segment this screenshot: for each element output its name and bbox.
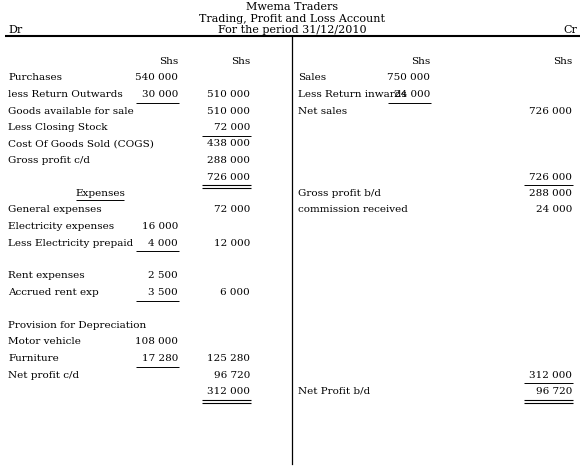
Text: 726 000: 726 000 [529,172,572,182]
Text: 4 000: 4 000 [148,239,178,248]
Text: Shs: Shs [159,57,178,66]
Text: 12 000: 12 000 [214,239,250,248]
Text: 72 000: 72 000 [214,123,250,132]
Text: Gross profit c/d: Gross profit c/d [8,156,90,165]
Text: Cost Of Goods Sold (COGS): Cost Of Goods Sold (COGS) [8,140,154,149]
Text: Less Closing Stock: Less Closing Stock [8,123,108,132]
Text: 2 500: 2 500 [148,271,178,281]
Text: Sales: Sales [298,73,326,83]
Text: Rent expenses: Rent expenses [8,271,85,281]
Text: Gross profit b/d: Gross profit b/d [298,189,381,198]
Text: 312 000: 312 000 [529,370,572,380]
Text: Net sales: Net sales [298,106,347,115]
Text: Mwema Traders: Mwema Traders [246,2,338,12]
Text: 3 500: 3 500 [148,288,178,297]
Text: 540 000: 540 000 [135,73,178,83]
Text: 312 000: 312 000 [207,387,250,396]
Text: 24 000: 24 000 [536,205,572,214]
Text: For the period 31/12/2010: For the period 31/12/2010 [218,25,366,35]
Text: Accrued rent exp: Accrued rent exp [8,288,99,297]
Text: 750 000: 750 000 [387,73,430,83]
Text: commission received: commission received [298,205,408,214]
Text: 72 000: 72 000 [214,205,250,214]
Text: Shs: Shs [230,57,250,66]
Text: Trading, Profit and Loss Account: Trading, Profit and Loss Account [199,14,385,24]
Text: 96 720: 96 720 [536,387,572,396]
Text: 96 720: 96 720 [214,370,250,380]
Text: 726 000: 726 000 [207,172,250,182]
Text: 288 000: 288 000 [529,189,572,198]
Text: 17 280: 17 280 [142,354,178,363]
Text: Furniture: Furniture [8,354,58,363]
Text: Less Electricity prepaid: Less Electricity prepaid [8,239,133,248]
Text: 6 000: 6 000 [220,288,250,297]
Text: 16 000: 16 000 [142,222,178,231]
Text: 726 000: 726 000 [529,106,572,115]
Text: 125 280: 125 280 [207,354,250,363]
Text: 108 000: 108 000 [135,338,178,347]
Text: Cr: Cr [563,25,577,35]
Text: 24 000: 24 000 [394,90,430,99]
Text: Purchases: Purchases [8,73,62,83]
Text: 510 000: 510 000 [207,106,250,115]
Text: 30 000: 30 000 [142,90,178,99]
Text: General expenses: General expenses [8,205,102,214]
Text: Motor vehicle: Motor vehicle [8,338,81,347]
Text: 510 000: 510 000 [207,90,250,99]
Text: less Return Outwards: less Return Outwards [8,90,123,99]
Text: Less Return inwards: Less Return inwards [298,90,407,99]
Text: Electricity expenses: Electricity expenses [8,222,114,231]
Text: Provision for Depreciation: Provision for Depreciation [8,321,146,330]
Text: Net Profit b/d: Net Profit b/d [298,387,370,396]
Text: Shs: Shs [411,57,430,66]
Text: Shs: Shs [553,57,572,66]
Text: Dr: Dr [8,25,22,35]
Text: 288 000: 288 000 [207,156,250,165]
Text: Net profit c/d: Net profit c/d [8,370,79,380]
Text: 438 000: 438 000 [207,140,250,149]
Text: Goods available for sale: Goods available for sale [8,106,134,115]
Text: Expenses: Expenses [75,189,125,198]
